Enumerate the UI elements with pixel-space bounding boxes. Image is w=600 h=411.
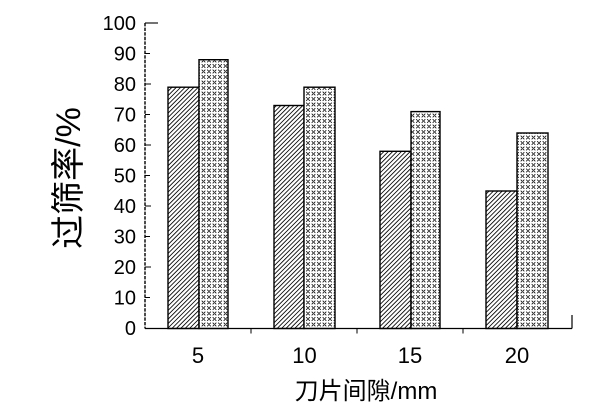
svg-text:40: 40: [114, 196, 136, 218]
svg-text:60: 60: [114, 135, 136, 157]
svg-text:5: 5: [192, 343, 204, 368]
svg-text:20: 20: [505, 343, 529, 368]
svg-text:0: 0: [125, 318, 136, 340]
svg-text:10: 10: [114, 288, 136, 310]
svg-text:50: 50: [114, 166, 136, 188]
svg-text:30: 30: [114, 227, 136, 249]
svg-text:10: 10: [292, 343, 316, 368]
svg-text:15: 15: [398, 343, 422, 368]
svg-text:70: 70: [114, 105, 136, 127]
svg-text:20: 20: [114, 257, 136, 279]
svg-text:90: 90: [114, 44, 136, 66]
svg-text:100: 100: [103, 13, 136, 35]
svg-text:刀片间隙/mm: 刀片间隙/mm: [295, 378, 438, 405]
svg-text:过筛率/%: 过筛率/%: [50, 107, 88, 249]
svg-text:80: 80: [114, 74, 136, 96]
